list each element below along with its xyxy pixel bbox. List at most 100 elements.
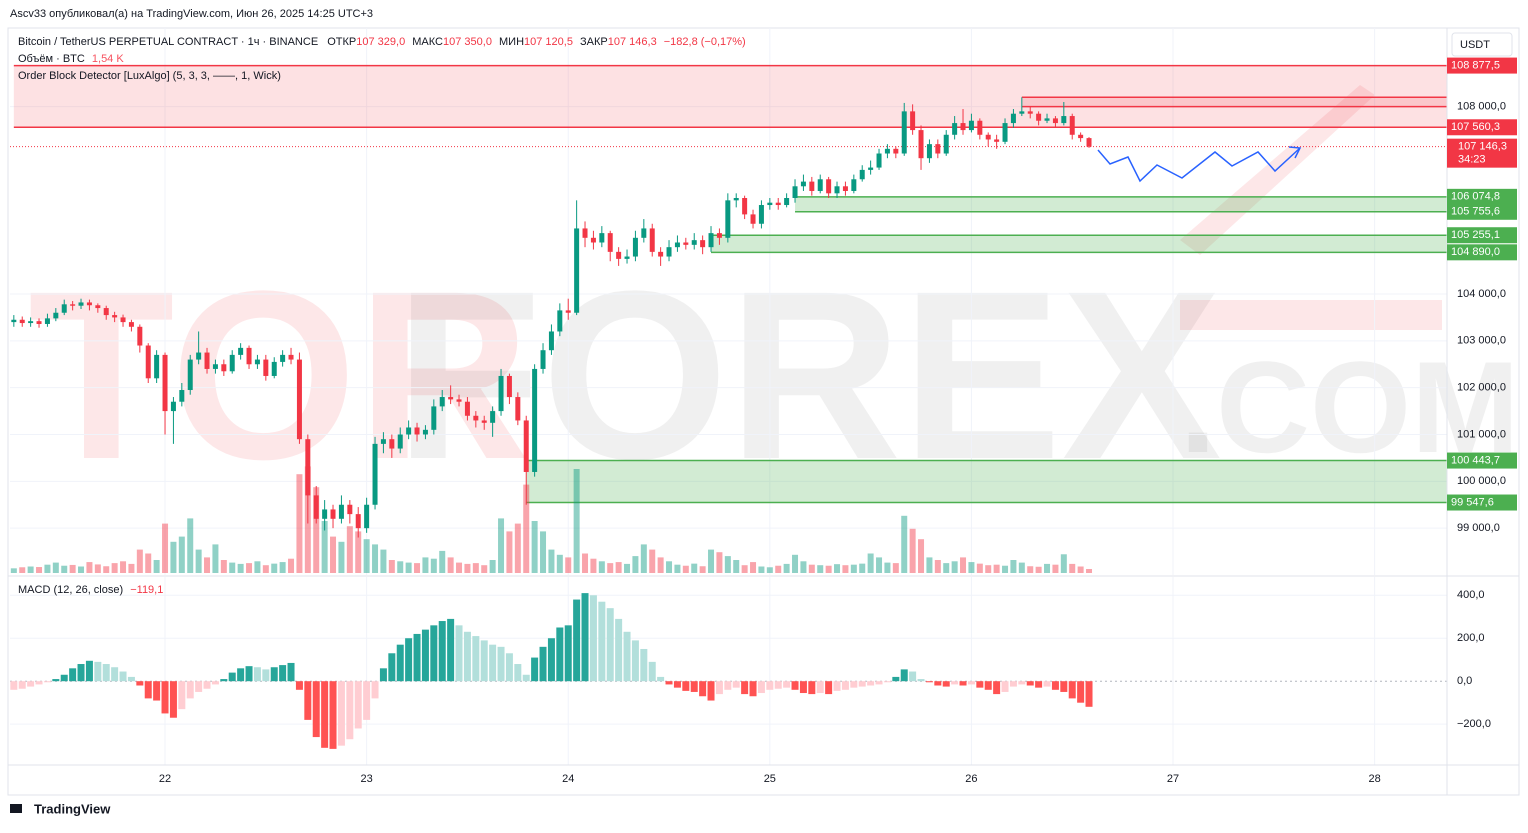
- macd-bar: [808, 681, 816, 695]
- volume-value: 1,54 K: [92, 53, 124, 65]
- currency-button[interactable]: [1451, 32, 1513, 57]
- candle-body: [616, 251, 622, 259]
- macd-bar: [581, 593, 589, 682]
- price-tag: [1447, 188, 1517, 205]
- candle-body: [179, 390, 185, 402]
- macd-bar: [497, 646, 505, 682]
- volume-bar: [481, 565, 488, 573]
- macd-tick-label: −200,0: [1457, 718, 1491, 730]
- macd-bar: [724, 681, 732, 690]
- candle-body: [498, 375, 504, 412]
- macd-bar: [682, 681, 690, 691]
- candle-body: [792, 186, 798, 199]
- volume-bar: [892, 563, 899, 573]
- macd-bar: [589, 595, 597, 682]
- open-label: ОТКР: [327, 36, 356, 48]
- macd-bar: [321, 681, 329, 748]
- macd-bar: [27, 681, 35, 687]
- macd-bar: [94, 661, 102, 682]
- macd-bar: [119, 671, 127, 682]
- candle-body: [431, 406, 437, 430]
- candle-body: [632, 237, 638, 257]
- macd-bar: [522, 674, 530, 682]
- candle-body: [977, 120, 983, 135]
- candle-body: [78, 302, 84, 306]
- order-block: [795, 196, 1447, 212]
- macd-bar: [1043, 681, 1051, 687]
- candle-body: [313, 495, 319, 519]
- candle-body: [414, 427, 420, 435]
- macd-bar: [951, 681, 959, 685]
- macd-bar: [237, 668, 245, 682]
- candle-body: [1078, 134, 1084, 139]
- macd-bar: [556, 627, 564, 682]
- volume-bar: [1002, 565, 1009, 573]
- macd-bar: [463, 631, 471, 682]
- logo-text[interactable]: TradingView: [34, 801, 111, 816]
- candle-body: [187, 359, 193, 391]
- y-tick-label: 104 000,0: [1457, 288, 1506, 300]
- macd-bar: [783, 681, 791, 688]
- macd-label: MACD (12, 26, close): [18, 584, 123, 596]
- macd-bar: [707, 681, 715, 701]
- macd-bar: [741, 681, 749, 695]
- volume-bar: [1069, 563, 1076, 573]
- candle-body: [691, 240, 697, 245]
- macd-bar: [489, 644, 497, 682]
- close-label: ЗАКР: [580, 36, 608, 48]
- candle-body: [1002, 123, 1008, 142]
- volume-bar: [422, 557, 429, 573]
- macd-bar: [287, 662, 295, 682]
- candle-body: [784, 198, 790, 206]
- macd-line: MACD (12, 26, close) −119,1: [18, 584, 163, 596]
- volume-bar: [380, 549, 387, 573]
- macd-bar: [421, 629, 429, 682]
- candle-body: [120, 317, 126, 323]
- volume-bar: [472, 563, 479, 573]
- x-tick-label: 23: [361, 773, 373, 785]
- macd-bar: [816, 681, 824, 694]
- volume-bar: [876, 557, 883, 573]
- volume-bar: [120, 561, 127, 573]
- candle-body: [994, 139, 1000, 142]
- candle-body: [1061, 116, 1067, 124]
- price-tag-label: 99 547,6: [1451, 496, 1494, 508]
- macd-bar: [43, 681, 51, 683]
- volume-bar: [136, 549, 143, 573]
- volume-bar: [162, 523, 169, 573]
- volume-bar: [825, 565, 832, 573]
- y-tick-label: 108 000,0: [1457, 101, 1506, 113]
- volume-bar: [750, 562, 757, 573]
- volume-bar: [128, 563, 135, 573]
- currency[interactable]: USDT: [1460, 39, 1490, 51]
- macd-bar: [472, 636, 480, 682]
- candle-body: [221, 364, 227, 372]
- macd-bar: [354, 681, 362, 729]
- candle-body: [700, 240, 706, 248]
- candle-body: [809, 181, 815, 191]
- macd-bar: [136, 681, 144, 686]
- volume-bar: [498, 518, 505, 573]
- candle-body: [154, 354, 160, 379]
- volume-bar: [103, 566, 110, 573]
- candle-body: [448, 397, 454, 400]
- price-tag-label: 105 755,6: [1451, 206, 1500, 218]
- macd-bar: [573, 599, 581, 682]
- candle-body: [263, 359, 269, 376]
- volume-bar: [288, 558, 295, 573]
- volume-bar: [859, 563, 866, 573]
- candle-body: [128, 322, 134, 327]
- candle-body: [968, 120, 974, 131]
- macd-bar: [631, 640, 639, 682]
- candle-body: [834, 186, 840, 194]
- volume-bar: [1018, 562, 1025, 573]
- candle-body: [28, 321, 34, 324]
- candle-body: [305, 439, 311, 496]
- volume-bar: [523, 484, 530, 573]
- footer-logo[interactable]: TradingView: [10, 801, 111, 816]
- macd-tick-label: 200,0: [1457, 632, 1485, 644]
- macd-bar: [1051, 681, 1059, 690]
- candle-body: [372, 443, 378, 505]
- x-tick-label: 24: [562, 773, 574, 785]
- volume-bar: [691, 563, 698, 573]
